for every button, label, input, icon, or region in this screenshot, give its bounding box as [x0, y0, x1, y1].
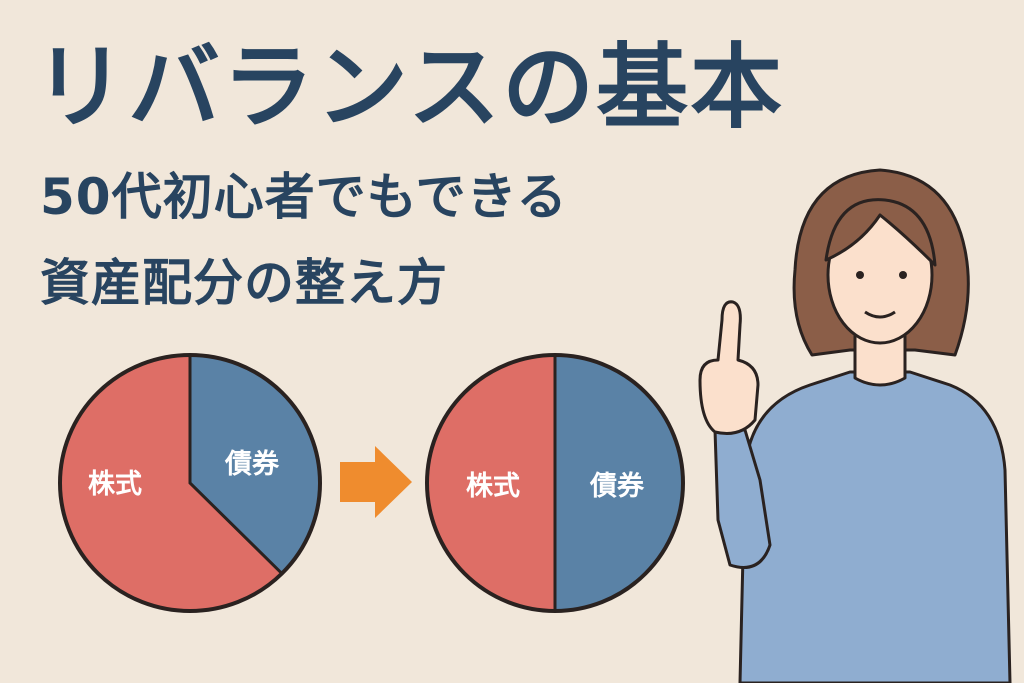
- subtitle-line-2: 資産配分の整え方: [40, 254, 448, 312]
- label-stocks: 株式: [88, 469, 142, 500]
- left-eye: [856, 271, 864, 279]
- mouth: [864, 310, 896, 319]
- label-bonds: 債券: [589, 470, 645, 502]
- fringe: [824, 198, 937, 267]
- raised-arm: [713, 428, 772, 569]
- label-bonds: 債券: [224, 448, 280, 480]
- page-title: リバランスの基本: [34, 34, 785, 141]
- right-arrow-icon: [340, 446, 412, 518]
- pointing-hand: [698, 300, 760, 435]
- right-eye: [899, 271, 907, 279]
- subtitle-line-1: 50代初心者でもできる: [40, 168, 568, 226]
- pie-after: 株式 債券: [425, 353, 685, 613]
- pie-before: 株式 債券: [58, 353, 322, 613]
- neck: [853, 328, 907, 387]
- pie-outline: [58, 353, 322, 613]
- pie-outline: [425, 353, 685, 613]
- label-stocks: 株式: [466, 471, 520, 502]
- sweater: [738, 370, 1012, 683]
- woman-illustration: [698, 168, 1012, 683]
